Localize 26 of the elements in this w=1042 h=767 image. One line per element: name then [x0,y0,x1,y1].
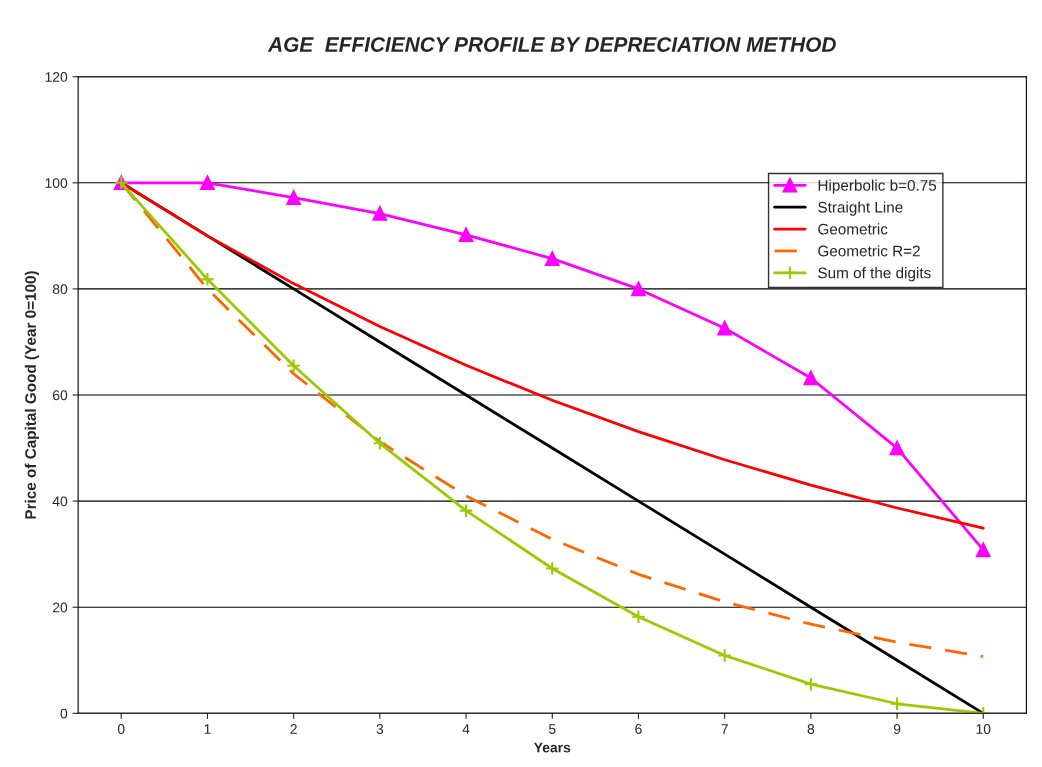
y-tick-label: 60 [52,390,68,401]
y-tick-label: 40 [52,496,68,507]
x-tick-label: 7 [721,724,728,734]
legend-label: Geometric [818,223,888,235]
y-tick-label: 80 [52,284,68,295]
legend-label: Straight Line [818,201,903,216]
x-tick-label: 6 [635,724,642,734]
x-tick-label: 9 [893,724,901,734]
x-tick-label: 1 [204,724,211,734]
y-tick-label: 100 [45,178,68,188]
x-axis-title: Years [533,742,571,753]
x-tick-label: 2 [290,724,297,734]
y-tick-label: 20 [52,602,68,613]
y-axis-title: Price of Capital Good (Year 0=100) [24,271,40,519]
y-tick-label: 0 [60,708,68,719]
legend-label: Hiperbolic b=0.75 [818,179,937,194]
chart-title: AGE EFFICIENCY PROFILE BY DEPRECIATION METHOD [267,37,836,52]
x-tick-label: 8 [807,724,815,734]
x-tick-label: 4 [462,724,470,734]
x-tick-label: 10 [976,724,991,734]
x-tick-label: 0 [117,724,125,734]
y-tick-label: 120 [45,72,68,82]
legend-label: Sum of the digits [818,267,931,282]
legend-label: Geometric R=2 [818,245,920,257]
x-tick-label: 3 [376,724,384,734]
x-tick-label: 5 [548,724,556,734]
